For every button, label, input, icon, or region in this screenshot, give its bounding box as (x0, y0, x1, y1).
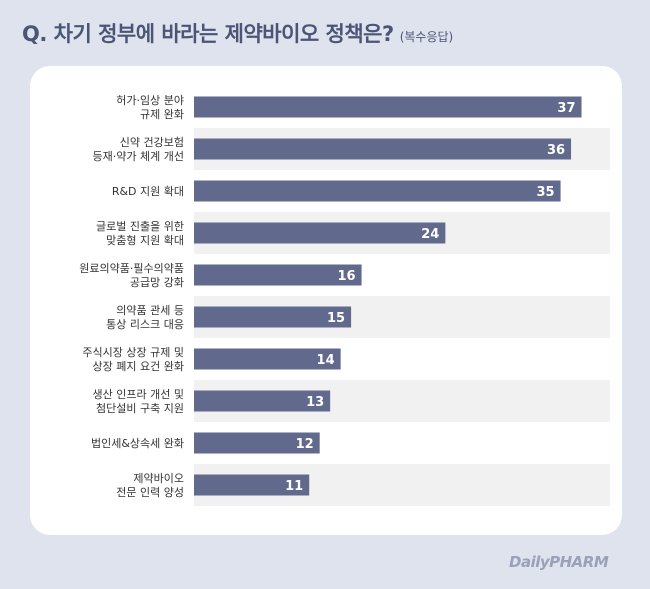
category-label-1-1: 등재·약가 체계 개선 (93, 149, 184, 163)
value-label-1: 36 (547, 143, 565, 158)
category-label-3-1: 맞춤형 지원 확대 (106, 234, 184, 247)
category-label-4-0: 원료의약품·필수의약품 (79, 261, 184, 275)
bar-6 (194, 348, 341, 370)
bar-4 (194, 264, 362, 286)
value-label-4: 16 (337, 269, 355, 284)
category-label-0-0: 허가·임상 분야 (116, 94, 184, 107)
chart-title: Q. 차기 정부에 바라는 제약바이오 정책은? (복수응답) (22, 18, 453, 48)
chart-title-text: Q. 차기 정부에 바라는 제약바이오 정책은? (22, 22, 394, 46)
bar-2 (194, 180, 561, 202)
category-label-7-1: 첨단설비 구축 지원 (96, 402, 184, 415)
category-label-3-0: 글로벌 진출을 위한 (96, 220, 184, 233)
category-label-5-0: 의약품 관세 등 (116, 303, 184, 317)
category-label-8-0: 법인세&상속세 완화 (91, 437, 184, 450)
category-label-6-0: 주식시장 상장 규제 및 (82, 346, 184, 359)
bar-7 (194, 390, 331, 412)
category-label-9-1: 전문 인력 양성 (116, 486, 184, 499)
value-label-0: 37 (557, 101, 575, 116)
category-label-7-0: 생산 인프라 개선 및 (93, 388, 184, 401)
value-label-5: 15 (327, 311, 345, 326)
category-label-5-1: 통상 리스크 대응 (106, 318, 184, 331)
category-label-9-0: 제약바이오 (133, 471, 184, 485)
bar-5 (194, 306, 352, 328)
value-label-2: 35 (536, 185, 554, 200)
bar-8 (194, 432, 320, 454)
logo: DailyPHARM (509, 553, 609, 571)
category-label-2-0: R&D 지원 확대 (112, 185, 184, 198)
bar-9 (194, 474, 310, 496)
chart-subtitle: (복수응답) (399, 30, 454, 44)
bar-3 (194, 222, 446, 244)
category-label-0-1: 규제 완화 (140, 108, 184, 121)
value-label-9: 11 (285, 479, 303, 494)
category-label-4-1: 공급망 강화 (130, 276, 184, 289)
category-label-6-1: 상장 폐지 요건 완화 (93, 360, 184, 373)
bar-0 (194, 96, 582, 118)
value-label-6: 14 (317, 353, 335, 368)
bar-1 (194, 138, 572, 160)
value-label-8: 12 (296, 437, 314, 452)
value-label-3: 24 (421, 227, 439, 242)
category-label-1-0: 신약 건강보험 (120, 135, 184, 149)
value-label-7: 13 (306, 395, 324, 410)
